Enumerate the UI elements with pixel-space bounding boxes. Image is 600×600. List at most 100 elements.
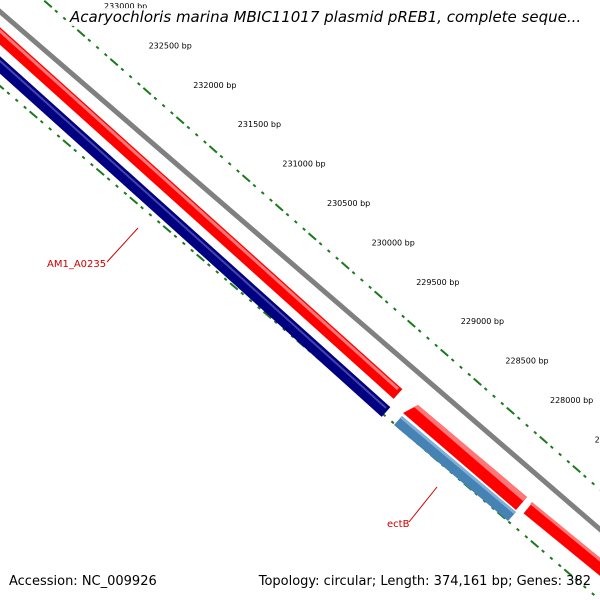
- inner-ruler-tick: [106, 177, 111, 181]
- outer-ruler-tick: [170, 111, 174, 115]
- inner-ruler-tick: [496, 511, 506, 520]
- outer-ruler-tick: [506, 406, 515, 415]
- ectB-gene[interactable]: [394, 416, 516, 521]
- outer-ruler-tick: [401, 314, 405, 319]
- inner-ruler-tick: [582, 585, 587, 589]
- inner-ruler-tick: [123, 191, 128, 196]
- inner-ruler-tick: [173, 234, 178, 239]
- inner-ruler-tick: [196, 253, 205, 262]
- inner-ruler-tick: [73, 148, 78, 153]
- outer-ruler-tick: [426, 336, 430, 341]
- outer-ruler-tick: [153, 96, 158, 101]
- outer-ruler-tick: [459, 365, 463, 370]
- outer-ruler-tick: [467, 372, 472, 377]
- outer-ruler-tick: [227, 162, 232, 166]
- outer-ruler-tick: [582, 474, 587, 479]
- inner-ruler-tick: [156, 220, 161, 224]
- outer-ruler-tick: [103, 53, 108, 57]
- label-leader-ectb: [408, 486, 438, 523]
- outer-ruler-tick: [62, 16, 67, 21]
- scale-tick-label: 227500 bp: [595, 435, 600, 444]
- outer-ruler-tick: [43, 0, 53, 9]
- outer-ruler-tick: [318, 241, 323, 246]
- inner-ruler-tick: [81, 155, 86, 160]
- inner-ruler-tick: [574, 577, 579, 582]
- inner-ruler-tick: [549, 556, 554, 561]
- scale-tick-label: 232000 bp: [193, 81, 236, 90]
- inner-ruler-tick: [248, 298, 253, 303]
- scale-tick-label: 229000 bp: [461, 317, 504, 326]
- scale-tick-label: 230000 bp: [372, 238, 415, 247]
- forward-cds-lower[interactable]: [523, 502, 600, 576]
- inner-ruler-tick: [591, 592, 595, 596]
- inner-ruler-tick: [557, 563, 562, 568]
- inner-ruler-tick: [0, 84, 5, 91]
- outer-ruler-tick: [194, 132, 199, 137]
- inner-ruler-tick: [206, 263, 211, 267]
- outer-ruler-tick: [203, 140, 207, 144]
- inner-ruler-tick: [240, 291, 245, 296]
- outer-ruler-tick: [208, 145, 218, 154]
- forward-cds-upper-highlight: [0, 28, 400, 391]
- outer-ruler-tick: [142, 87, 152, 96]
- inner-ruler-tick: [23, 105, 27, 110]
- outer-ruler-tick: [269, 198, 273, 202]
- outer-ruler-tick: [175, 116, 185, 125]
- scale-tick-label: 233000 bp: [104, 2, 147, 11]
- outer-ruler-tick: [373, 290, 383, 299]
- outer-ruler-tick: [539, 435, 548, 444]
- outer-ruler-tick: [219, 154, 224, 159]
- inner-ruler-tick: [48, 127, 52, 131]
- outer-ruler-tick: [533, 430, 538, 435]
- reverse-cds[interactable]: [0, 56, 391, 417]
- accession-text: Accession: NC_009926: [9, 574, 157, 589]
- forward-cds-lower-arrow[interactable]: [403, 405, 527, 510]
- outer-ruler-tick: [340, 261, 350, 270]
- outer-ruler-tick: [307, 232, 317, 241]
- inner-ruler-tick: [56, 134, 61, 138]
- outer-scale-ruler: 233000 bp 232500 bp 232000 bp 231500 bp 2310…: [43, 0, 600, 491]
- outer-ruler-tick: [440, 348, 449, 357]
- scale-tick-label: 229500 bp: [416, 278, 459, 287]
- outer-ruler-tick: [161, 103, 166, 108]
- outer-ruler-tick: [326, 249, 331, 253]
- inner-ruler-tick: [257, 306, 261, 310]
- map-title: Acaryochloris marina MBIC11017 plasmid p…: [70, 8, 582, 26]
- inner-ruler-tick: [148, 213, 153, 217]
- outer-ruler-tick: [274, 203, 284, 212]
- inner-ruler-tick: [262, 310, 272, 320]
- inner-ruler-tick: [90, 162, 94, 167]
- outer-ruler-tick: [434, 343, 439, 348]
- forward-cds-upper[interactable]: [0, 27, 403, 399]
- outer-ruler-tick: [293, 220, 298, 224]
- scale-tick-label: 228500 bp: [505, 357, 548, 366]
- topology-summary: Topology: circular; Length: 374,161 bp; …: [258, 574, 591, 589]
- outer-ruler-tick: [516, 416, 521, 420]
- inner-ruler-tick: [223, 277, 228, 282]
- inner-ruler-tick: [516, 527, 520, 532]
- inner-ruler-tick: [140, 205, 144, 210]
- forward-cds-lower-highlight: [530, 501, 600, 562]
- outer-ruler-tick: [186, 125, 191, 130]
- outer-ruler-tick: [566, 459, 571, 464]
- outer-ruler-tick: [120, 67, 125, 72]
- outer-ruler-tick: [549, 445, 554, 450]
- outer-ruler-tick: [417, 329, 422, 333]
- outer-ruler-tick: [525, 423, 529, 428]
- outer-ruler-tick: [450, 358, 455, 362]
- outer-ruler-tick: [136, 82, 141, 86]
- inner-ruler-tick: [62, 139, 72, 148]
- inner-ruler-tick: [282, 327, 286, 332]
- scale-tick-label: 231000 bp: [282, 160, 325, 169]
- inner-ruler-tick: [390, 420, 395, 425]
- scale-tick-label: 231500 bp: [238, 120, 281, 129]
- inner-ruler-tick: [524, 535, 529, 539]
- gene-label-am1-a0235[interactable]: AM1_A0235: [47, 259, 106, 270]
- outer-ruler-tick: [591, 481, 595, 486]
- outer-ruler-tick: [87, 38, 92, 43]
- outer-ruler-tick: [54, 9, 59, 14]
- outer-ruler-tick: [95, 45, 100, 50]
- outer-ruler-tick: [359, 278, 364, 282]
- gene-label-ectb[interactable]: ectB: [387, 519, 410, 530]
